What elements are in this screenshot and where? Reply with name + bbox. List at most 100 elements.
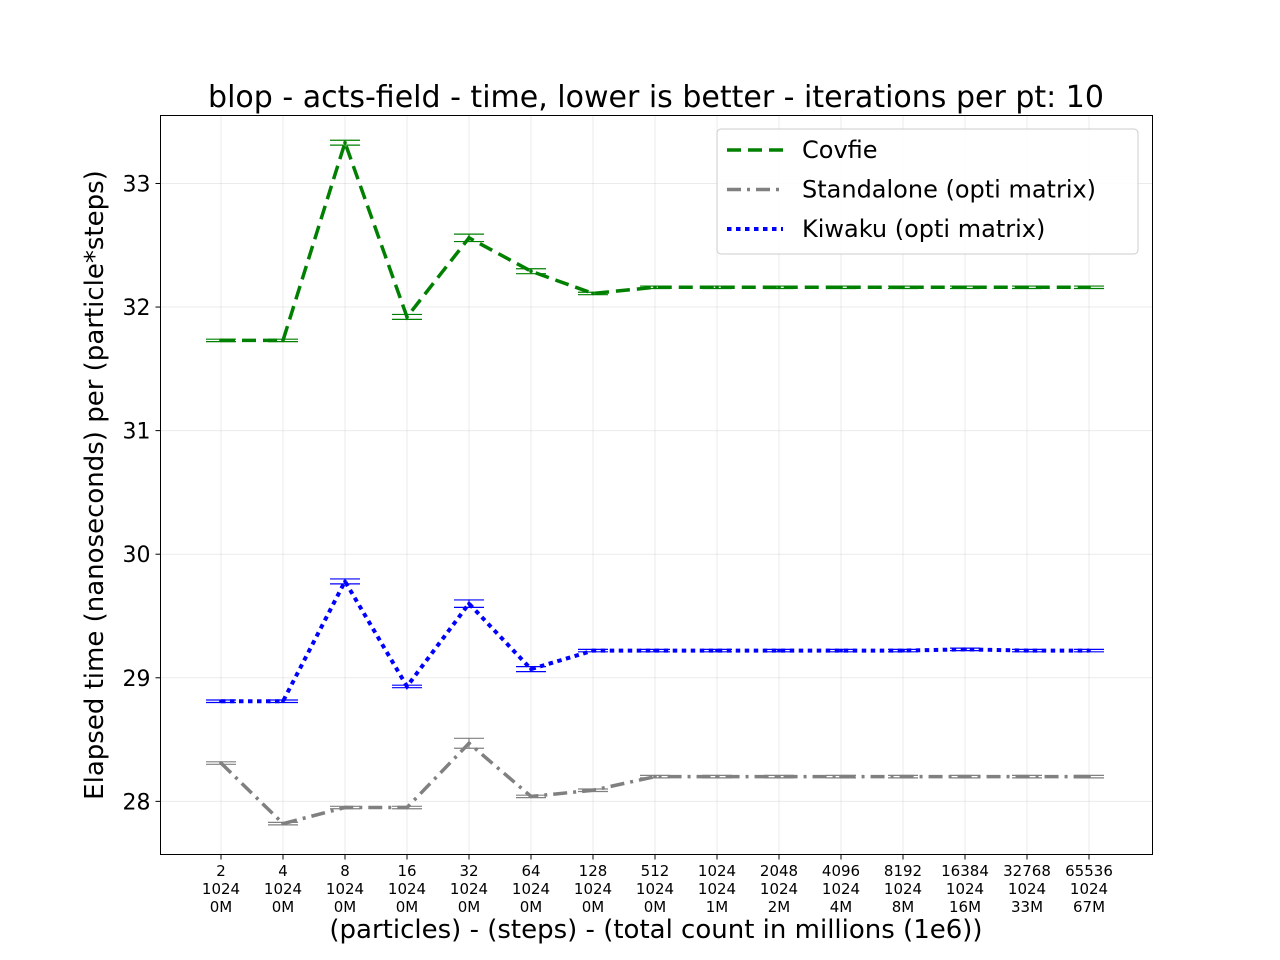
data-point [1087, 648, 1091, 653]
data-point [591, 648, 595, 653]
data-point [591, 788, 595, 793]
data-point [467, 601, 471, 606]
y-tick-label: 30 [123, 543, 151, 568]
series-line [221, 137, 1089, 343]
data-point [839, 648, 843, 653]
data-point [1087, 774, 1091, 779]
y-axis-ticks: 28 29 30 31 32 33 [123, 172, 161, 815]
x-tick-label: 32 1024 0M [450, 862, 488, 916]
y-tick-label: 32 [123, 296, 151, 321]
x-tick-label-line: 1024 [884, 880, 922, 898]
data-point [529, 667, 533, 671]
data-point [591, 291, 595, 296]
data-point [653, 648, 657, 653]
x-tick-label: 32768 1024 33M [1003, 862, 1051, 916]
data-point [963, 647, 967, 652]
data-point [777, 774, 781, 779]
x-tick-label-line: 0M [334, 898, 357, 916]
series-1 [206, 737, 1104, 826]
x-tick-label-line: 128 [579, 862, 608, 880]
x-tick-label-line: 1024 [202, 880, 240, 898]
x-tick-label-line: 1024 [698, 880, 736, 898]
x-tick-label-line: 65536 [1065, 862, 1113, 880]
x-tick-label-line: 16384 [941, 862, 989, 880]
x-tick-label-line: 64 [521, 862, 540, 880]
data-point [219, 699, 223, 704]
x-tick-label-line: 1M [706, 898, 729, 916]
x-tick-label: 8192 1024 8M [884, 862, 922, 916]
x-tick-label-line: 0M [458, 898, 481, 916]
x-tick-label-line: 2 [216, 862, 226, 880]
data-point [1025, 285, 1029, 290]
x-tick-label-line: 1024 [326, 880, 364, 898]
x-tick-label-line: 2048 [760, 862, 798, 880]
y-tick-label: 31 [123, 420, 151, 445]
data-point [529, 794, 533, 799]
data-point [343, 140, 347, 145]
x-tick-label-line: 0M [644, 898, 667, 916]
data-point [715, 648, 719, 653]
x-tick-label-line: 1024 [822, 880, 860, 898]
data-point [281, 821, 285, 826]
data-point [219, 338, 223, 343]
x-tick-label: 2048 1024 2M [760, 862, 798, 916]
legend-label: Standalone (opti matrix) [802, 176, 1096, 204]
x-axis-label: (particles) - (steps) - (total count in … [329, 915, 982, 945]
x-tick-label-line: 1024 [512, 880, 550, 898]
x-tick-label-line: 1024 [1008, 880, 1046, 898]
data-point [901, 648, 905, 653]
data-point [281, 699, 285, 704]
y-tick-label: 29 [123, 667, 151, 692]
x-tick-label-line: 0M [272, 898, 295, 916]
x-tick-label: 65536 1024 67M [1065, 862, 1113, 916]
data-point [529, 269, 533, 274]
data-point [715, 774, 719, 779]
x-tick-label-line: 1024 [264, 880, 302, 898]
x-tick-label-line: 1024 [450, 880, 488, 898]
x-tick-label-line: 2M [768, 898, 791, 916]
legend-label: Covfie [802, 136, 878, 164]
x-tick-label-line: 33M [1011, 898, 1043, 916]
x-tick-label-line: 32 [459, 862, 478, 880]
x-tick-label: 512 1024 0M [636, 862, 674, 916]
legend-label: Kiwaku (opti matrix) [802, 215, 1045, 243]
legend: Covfie Standalone (opti matrix) Kiwaku (op… [716, 128, 1139, 255]
x-tick-label: 1024 1024 1M [698, 862, 736, 916]
data-point [1087, 285, 1091, 290]
plot-frame [160, 115, 1153, 855]
data-point [343, 579, 347, 584]
x-tick-label-line: 1024 [698, 862, 736, 880]
x-tick-label-line: 8M [892, 898, 915, 916]
data-point [219, 761, 223, 765]
data-point [901, 774, 905, 779]
x-tick-label-line: 4 [278, 862, 288, 880]
x-tick-label-line: 1024 [946, 880, 984, 898]
x-tick-label: 16384 1024 16M [941, 862, 989, 916]
x-tick-label-line: 32768 [1003, 862, 1051, 880]
x-tick-label-line: 0M [582, 898, 605, 916]
chart-title: blop - acts-field - time, lower is bette… [208, 80, 1104, 115]
data-point [963, 285, 967, 290]
data-point [343, 805, 347, 810]
x-tick-label-line: 1024 [636, 880, 674, 898]
series-layer [206, 137, 1104, 826]
x-tick-label-line: 1024 [1070, 880, 1108, 898]
data-point [777, 648, 781, 653]
data-point [715, 285, 719, 290]
data-point [839, 285, 843, 290]
x-tick-label-line: 16 [397, 862, 416, 880]
x-tick-label: 8 1024 0M [326, 862, 364, 916]
x-tick-label-line: 512 [641, 862, 670, 880]
y-tick-label: 28 [123, 790, 151, 815]
x-tick-label: 64 1024 0M [512, 862, 550, 916]
data-point [405, 805, 409, 810]
series-0 [206, 137, 1104, 343]
legend-frame [716, 128, 1139, 255]
data-point [405, 315, 409, 319]
series-2 [206, 577, 1104, 704]
data-point [963, 774, 967, 779]
y-tick-label: 33 [123, 172, 151, 197]
x-tick-label-line: 16M [949, 898, 981, 916]
